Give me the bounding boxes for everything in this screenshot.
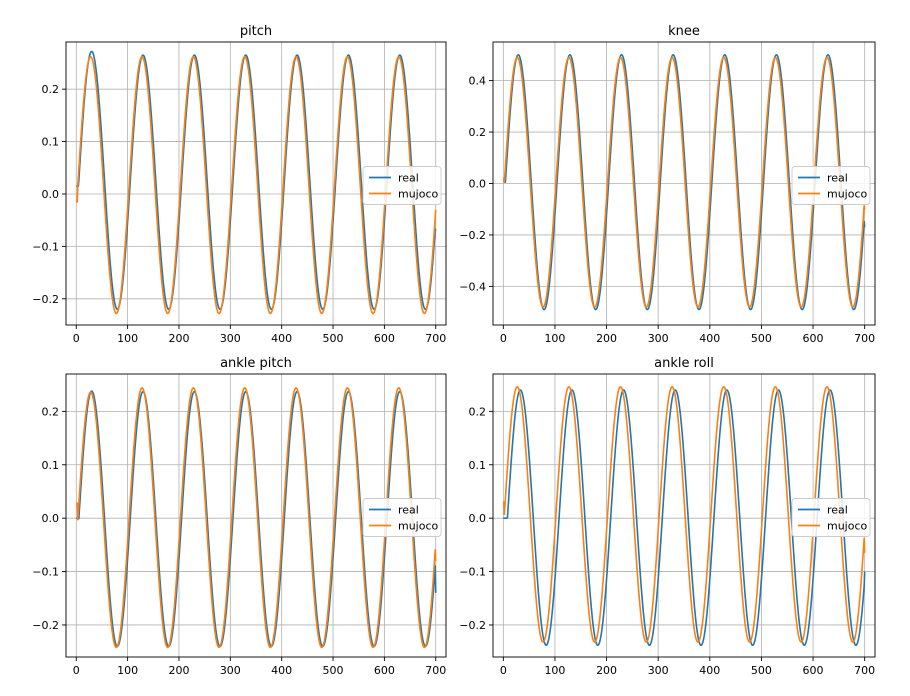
x-tick-label: 0	[500, 332, 507, 345]
x-tick-label: 400	[699, 664, 720, 677]
x-tick-label: 500	[323, 332, 344, 345]
y-tick-label: −0.1	[32, 240, 59, 253]
x-tick-label: 500	[323, 664, 344, 677]
x-tick-label: 500	[751, 664, 772, 677]
x-tick-label: 300	[220, 664, 241, 677]
subplot-knee: 0 100 200 300 400 500 600 700 −0.4 −0.2 0.0 0.2 0.4 k…	[459, 24, 876, 345]
legend: real mujoco	[362, 498, 442, 537]
x-tick-label: 400	[271, 332, 292, 345]
y-tick-label: −0.1	[459, 566, 486, 579]
y-tick-label: −0.2	[459, 229, 486, 242]
legend: real mujoco	[791, 498, 871, 537]
x-tick-label: 300	[220, 332, 241, 345]
legend: real mujoco	[362, 166, 442, 205]
x-tick-label: 600	[803, 332, 824, 345]
y-tick-label: 0.1	[469, 459, 487, 472]
legend-box	[791, 166, 871, 205]
y-tick-label: 0.2	[469, 126, 487, 139]
series-line-mujoco	[503, 56, 866, 308]
legend-label-mujoco: mujoco	[827, 520, 868, 533]
legend-label-mujoco: mujoco	[398, 520, 439, 533]
x-tick-label: 700	[854, 664, 875, 677]
y-tick-label: −0.2	[32, 293, 59, 306]
subplot-title: ankle roll	[654, 356, 714, 371]
x-tick-label: 100	[544, 664, 565, 677]
x-tick-label: 300	[648, 332, 669, 345]
x-tick-label: 600	[374, 332, 395, 345]
x-tick-label: 400	[271, 664, 292, 677]
y-tick-label: −0.1	[32, 566, 59, 579]
legend-label-real: real	[827, 172, 848, 185]
y-tick-label: 0.2	[469, 405, 487, 418]
x-tick-label: 100	[117, 332, 138, 345]
legend-box	[791, 498, 871, 537]
subplot-title: knee	[668, 24, 700, 39]
legend-label-real: real	[398, 172, 419, 185]
legend-box	[362, 166, 442, 205]
series-line-mujoco	[75, 55, 437, 315]
y-tick-label: −0.2	[32, 619, 59, 632]
subplot-ankle-pitch: 0 100 200 300 400 500 600 700 −0.2 −0.1 0.0 0.1 0.2 a…	[32, 356, 447, 677]
x-tick-label: 600	[803, 664, 824, 677]
x-tick-label: 700	[854, 332, 875, 345]
legend-label-mujoco: mujoco	[398, 188, 439, 201]
subplot-title: pitch	[240, 24, 272, 39]
y-tick-label: 0.0	[469, 512, 487, 525]
x-tick-label: 0	[73, 664, 80, 677]
x-tick-label: 100	[544, 332, 565, 345]
legend-label-mujoco: mujoco	[827, 188, 868, 201]
series-line-mujoco	[503, 386, 866, 643]
y-tick-label: 0.0	[42, 188, 60, 201]
axes-frame	[65, 373, 447, 658]
axes-frame	[65, 41, 447, 326]
axes-frame	[492, 373, 876, 658]
x-tick-label: 700	[425, 664, 446, 677]
y-tick-label: −0.4	[459, 280, 486, 293]
y-tick-label: 0.1	[42, 136, 60, 149]
x-tick-label: 200	[168, 664, 189, 677]
subplot-pitch: 0 100 200 300 400 500 600 700 −0.2 −0.1 0.0 0.1 0.2 p…	[32, 24, 447, 345]
legend-label-real: real	[827, 504, 848, 517]
x-tick-label: 500	[751, 332, 772, 345]
y-tick-label: 0.2	[42, 83, 60, 96]
x-tick-label: 200	[168, 332, 189, 345]
y-tick-label: 0.1	[42, 459, 60, 472]
legend-box	[362, 498, 442, 537]
x-tick-label: 200	[596, 664, 617, 677]
subplot-ankle-roll: 0 100 200 300 400 500 600 700 −0.2 −0.1 0.0 0.1 0.2 a…	[459, 356, 876, 677]
x-tick-label: 0	[500, 664, 507, 677]
x-tick-label: 400	[699, 332, 720, 345]
y-tick-label: −0.2	[459, 619, 486, 632]
x-tick-label: 200	[596, 332, 617, 345]
x-tick-label: 0	[73, 332, 80, 345]
x-tick-label: 700	[425, 332, 446, 345]
series-line-real	[503, 54, 866, 311]
series-line-real	[503, 389, 866, 647]
x-tick-label: 300	[648, 664, 669, 677]
x-tick-label: 100	[117, 664, 138, 677]
y-tick-label: 0.2	[42, 405, 60, 418]
legend-label-real: real	[398, 504, 419, 517]
series-line-mujoco	[75, 387, 437, 649]
x-tick-label: 600	[374, 664, 395, 677]
y-tick-label: 0.0	[469, 178, 487, 191]
y-tick-label: 0.4	[469, 75, 487, 88]
legend: real mujoco	[791, 166, 871, 205]
y-tick-label: 0.0	[42, 512, 60, 525]
subplot-title: ankle pitch	[220, 356, 292, 371]
